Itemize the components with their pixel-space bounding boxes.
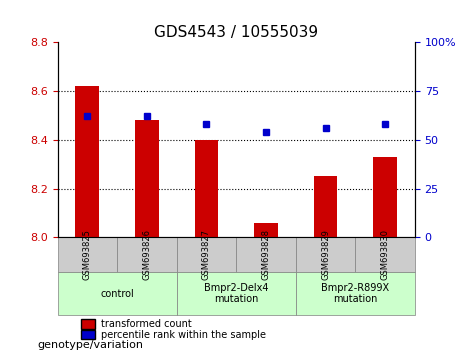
Text: GSM693827: GSM693827	[202, 229, 211, 280]
Text: transformed count: transformed count	[101, 319, 192, 329]
Text: genotype/variation: genotype/variation	[37, 341, 143, 350]
Bar	[76, 86, 99, 237]
Bar	[135, 120, 159, 237]
FancyBboxPatch shape	[58, 237, 117, 272]
FancyBboxPatch shape	[177, 237, 236, 272]
FancyBboxPatch shape	[355, 237, 415, 272]
FancyBboxPatch shape	[296, 237, 355, 272]
FancyBboxPatch shape	[177, 272, 296, 315]
FancyBboxPatch shape	[236, 237, 296, 272]
FancyBboxPatch shape	[117, 237, 177, 272]
Text: Bmpr2-Delx4
mutation: Bmpr2-Delx4 mutation	[204, 283, 268, 304]
Bar	[195, 140, 219, 237]
Title: GDS4543 / 10555039: GDS4543 / 10555039	[154, 25, 319, 40]
Text: control: control	[100, 289, 134, 299]
Text: GSM693825: GSM693825	[83, 229, 92, 280]
Bar	[313, 176, 337, 237]
Text: GSM693826: GSM693826	[142, 229, 152, 280]
FancyBboxPatch shape	[58, 272, 177, 315]
Text: Bmpr2-R899X
mutation: Bmpr2-R899X mutation	[321, 283, 390, 304]
Text: GSM693829: GSM693829	[321, 229, 330, 280]
Text: percentile rank within the sample: percentile rank within the sample	[101, 330, 266, 339]
Text: GSM693828: GSM693828	[261, 229, 271, 280]
Text: GSM693830: GSM693830	[381, 229, 390, 280]
FancyBboxPatch shape	[296, 272, 415, 315]
Bar	[373, 157, 397, 237]
Bar	[254, 223, 278, 237]
